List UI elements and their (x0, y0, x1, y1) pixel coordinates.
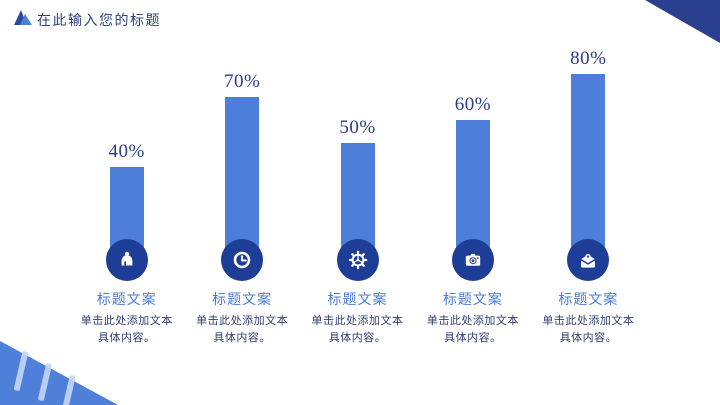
clock-icon (221, 239, 264, 281)
chart-column: 80% 标题文案 单击此处添加文本 具体内容。 (531, 0, 646, 405)
bell-icon (105, 239, 148, 281)
gear-icon (336, 239, 379, 281)
chart-column: 60% 标题文案 单击此处添加文本 具体内容。 (415, 0, 530, 405)
bar-value-label: 80% (570, 48, 607, 69)
column-description: 单击此处添加文本 具体内容。 (527, 313, 650, 347)
bar (455, 120, 490, 260)
chart-column: 40% 标题文案 单击此处添加文本 具体内容。 (69, 0, 184, 405)
bar (571, 74, 606, 260)
description-line: 单击此处添加文本 (80, 315, 173, 327)
column-title: 标题文案 (327, 293, 388, 308)
page-title: 在此输入您的标题 (37, 14, 161, 29)
description-line: 具体内容。 (328, 332, 387, 344)
bar (225, 97, 260, 260)
bar-value-label: 50% (339, 117, 376, 138)
description-line: 单击此处添加文本 (426, 315, 519, 327)
description-line: 单击此处添加文本 (311, 315, 404, 327)
column-description: 单击此处添加文本 具体内容。 (65, 313, 188, 347)
camera-icon (451, 239, 494, 281)
top-right-triangle-decoration (645, 0, 720, 43)
description-line: 具体内容。 (213, 332, 271, 344)
column-description: 单击此处添加文本 具体内容。 (296, 313, 419, 347)
mountain-logo-icon (14, 10, 32, 25)
bar-value-label: 70% (223, 71, 261, 92)
description-line: 具体内容。 (444, 332, 502, 344)
description-line: 具体内容。 (559, 332, 618, 344)
bar-value-label: 60% (454, 94, 492, 115)
column-description: 单击此处添加文本 具体内容。 (180, 313, 303, 347)
description-line: 单击此处添加文本 (196, 315, 289, 327)
mail-envelope-icon (567, 239, 610, 281)
bar-chart: 40% 标题文案 单击此处添加文本 具体内容。 70% (69, 0, 646, 405)
column-title: 标题文案 (558, 293, 619, 308)
column-title: 标题文案 (212, 293, 273, 308)
bar-value-label: 40% (108, 141, 145, 162)
chart-column: 70% 标题文案 单击此处添加文本 具体内容。 (184, 0, 299, 405)
column-description: 单击此处添加文本 具体内容。 (411, 313, 534, 347)
column-title: 标题文案 (96, 293, 157, 308)
column-title: 标题文案 (442, 293, 503, 308)
chart-column: 50% (300, 0, 415, 405)
description-line: 具体内容。 (97, 332, 156, 344)
description-line: 单击此处添加文本 (542, 315, 635, 327)
